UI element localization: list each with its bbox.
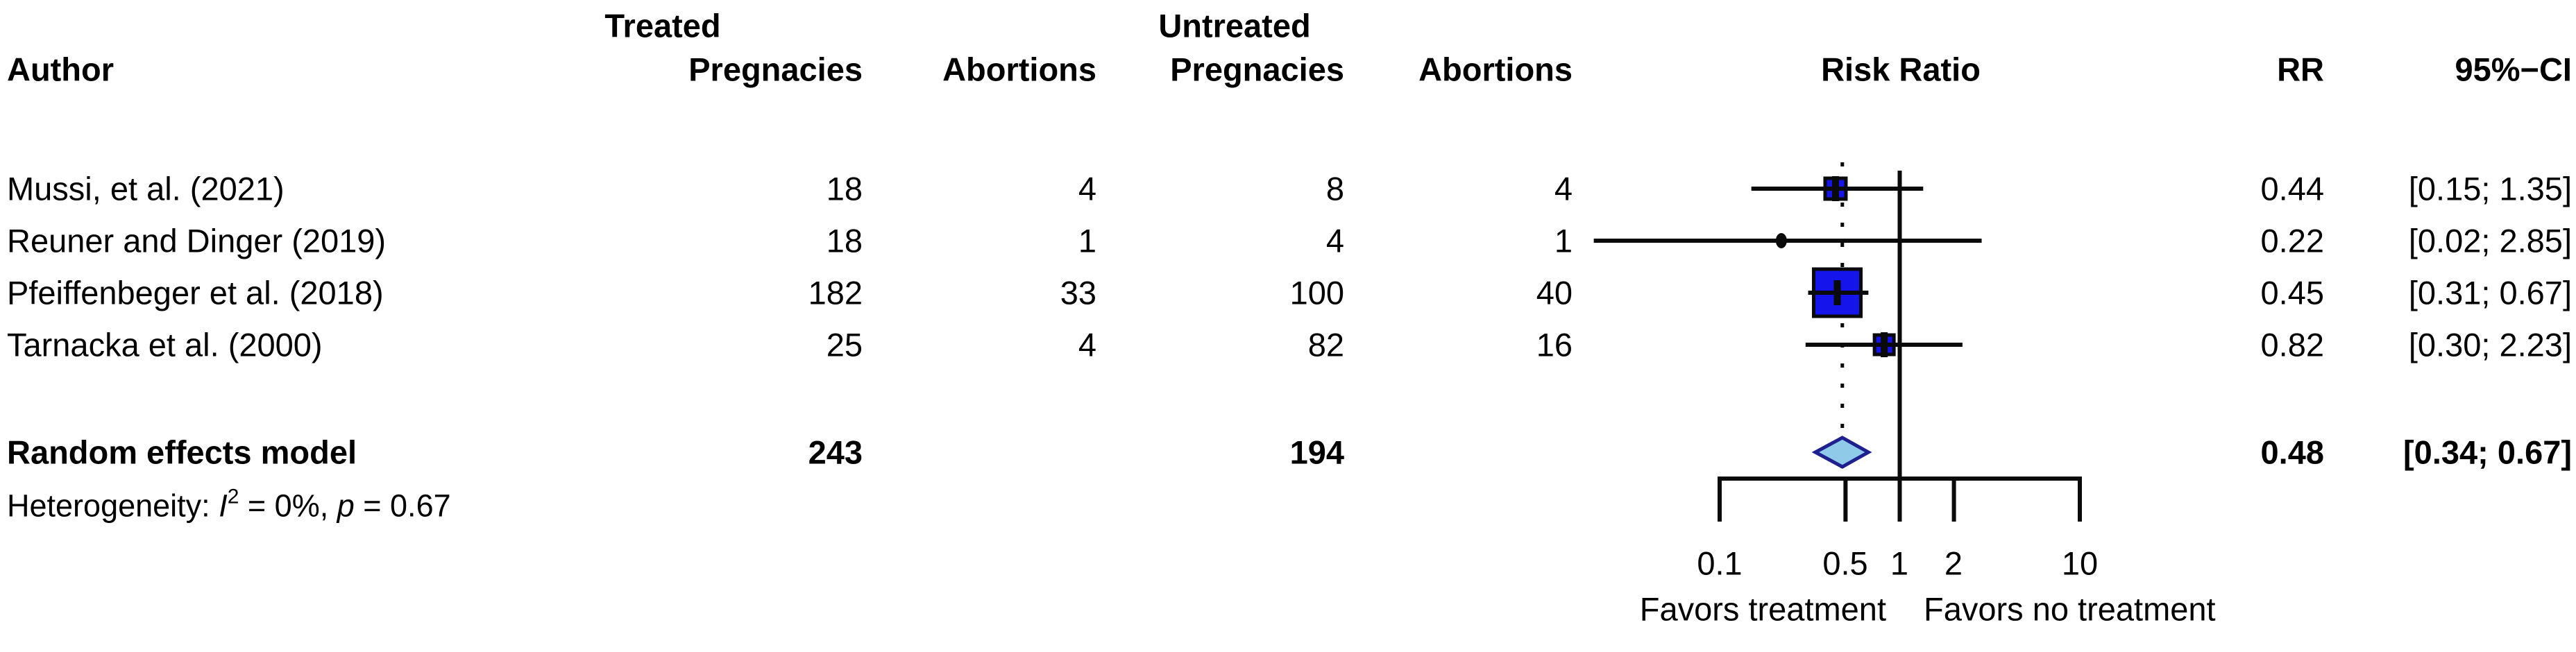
study-author: Pfeiffenbeger et al. (2018) [7,274,384,311]
header-treated-abortions: Abortions [942,51,1096,88]
summary-untreated-total: 194 [1289,434,1344,471]
header-risk-ratio: Risk Ratio [1821,51,1981,88]
study-treated-pregnancies: 18 [826,170,863,207]
heterogeneity-mid: = 0%, [239,488,337,524]
study-rr-value: 0.82 [2260,326,2324,363]
axis-tick-label: 0.1 [1697,544,1743,582]
i-squared-exponent: 2 [227,485,239,508]
point-estimate-dot [1775,233,1787,248]
header-untreated-abortions: Abortions [1418,51,1573,88]
summary-ci-value: [0.34; 0.67] [2403,434,2572,471]
summary-rr-value: 0.48 [2260,434,2324,471]
axis-tick-label: 1 [1890,544,1909,582]
study-treated-pregnancies: 182 [808,274,863,311]
header-treated-pregnancies: Pregnacies [688,51,863,88]
i-squared-symbol: I [219,488,228,524]
study-author: Reuner and Dinger (2019) [7,222,387,259]
axis-tick-label: 0.5 [1822,544,1868,582]
study-untreated-pregnancies: 82 [1307,326,1344,363]
study-ci-value: [0.30; 2.23] [2408,326,2572,363]
header-rr: RR [2277,51,2324,88]
axis-tick-label: 2 [1944,544,1963,582]
study-rr-value: 0.44 [2260,170,2324,207]
summary-treated-total: 243 [808,434,863,471]
heterogeneity-note: Heterogeneity: I2 = 0%, p = 0.67 [7,486,451,524]
favors-treatment-label: Favors treatment [1639,590,1886,628]
summary-label: Random effects model [7,434,357,471]
study-untreated-pregnancies: 100 [1289,274,1344,311]
study-author: Mussi, et al. (2021) [7,170,285,207]
study-treated-pregnancies: 25 [826,326,863,363]
study-author: Tarnacka et al. (2000) [7,326,323,363]
study-untreated-abortions: 4 [1554,170,1573,207]
study-untreated-abortions: 1 [1554,222,1573,259]
header-author: Author [7,51,115,88]
study-rr-value: 0.22 [2260,222,2324,259]
p-symbol: p [337,488,355,524]
header-treated-group: Treated [604,7,721,44]
study-treated-abortions: 33 [1060,274,1096,311]
heterogeneity-tail: = 0.67 [354,488,451,524]
study-untreated-pregnancies: 8 [1325,170,1344,207]
study-rr-value: 0.45 [2260,274,2324,311]
axis-tick-label: 10 [2061,544,2099,582]
study-untreated-abortions: 40 [1536,274,1573,311]
heterogeneity-prefix: Heterogeneity: [7,488,219,524]
study-untreated-abortions: 16 [1536,326,1573,363]
study-untreated-pregnancies: 4 [1325,222,1344,259]
favors-no-treatment-label: Favors no treatment [1924,590,2216,628]
study-ci-value: [0.15; 1.35] [2408,170,2572,207]
study-ci-value: [0.31; 0.67] [2408,274,2572,311]
study-treated-pregnancies: 18 [826,222,863,259]
header-untreated-group: Untreated [1158,7,1311,44]
summary-diamond [1811,436,1872,469]
header-ci: 95%−CI [2455,51,2572,88]
study-ci-value: [0.02; 2.85] [2408,222,2572,259]
study-treated-abortions: 4 [1078,170,1096,207]
study-treated-abortions: 1 [1078,222,1096,259]
header-untreated-pregnancies: Pregnacies [1170,51,1344,88]
study-treated-abortions: 4 [1078,326,1096,363]
